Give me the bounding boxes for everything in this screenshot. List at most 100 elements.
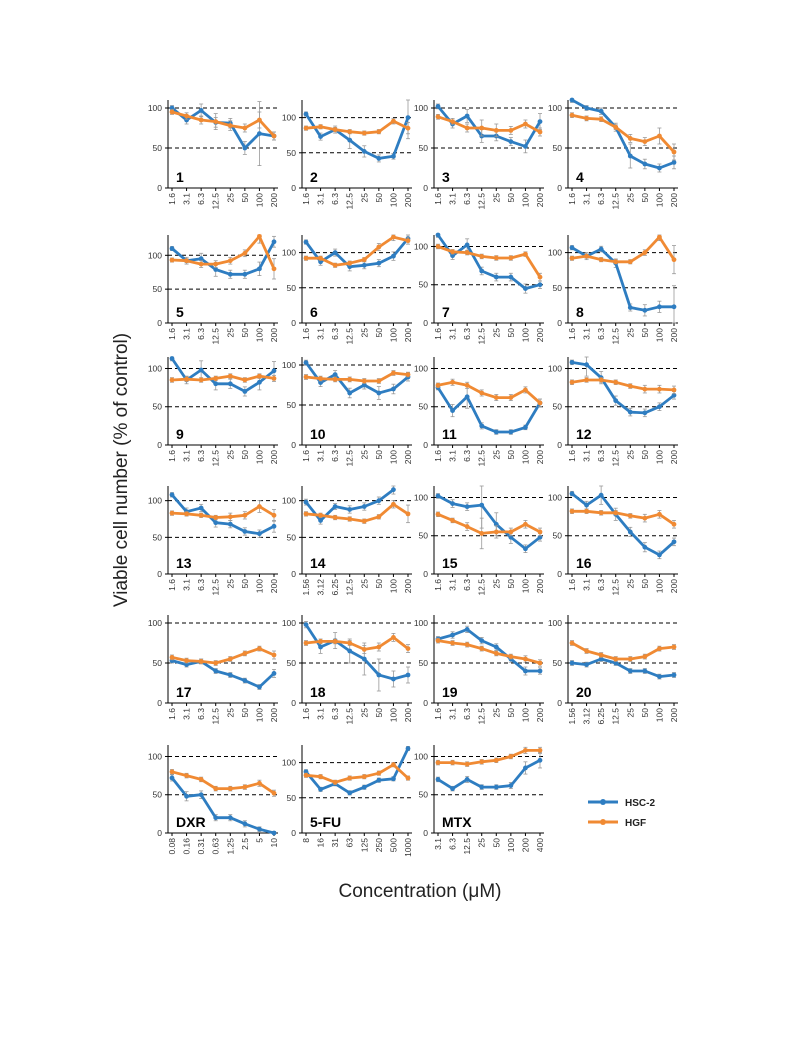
y-tick-label: 0 [557, 569, 562, 579]
data-point [493, 644, 499, 650]
data-point [479, 784, 485, 790]
data-point [271, 368, 277, 374]
y-tick-label: 100 [414, 103, 428, 113]
x-tick-label: 200 [403, 450, 413, 464]
series-line [305, 763, 409, 784]
y-tick-label: 0 [423, 318, 428, 328]
x-tick-label: 25 [359, 579, 369, 589]
x-tick-label: 3.1 [316, 193, 326, 205]
data-point [584, 662, 589, 667]
data-point [303, 511, 309, 517]
data-point [405, 646, 411, 651]
series-line [171, 234, 276, 270]
data-point [642, 139, 648, 145]
x-tick-label: 100 [520, 328, 530, 342]
y-tick-label: 50 [153, 532, 163, 542]
data-point [257, 684, 262, 690]
x-tick-label: 25 [359, 328, 369, 338]
x-tick-label: 12.5 [611, 450, 621, 467]
series-hgf [169, 769, 277, 797]
data-point [464, 382, 470, 388]
data-point [584, 508, 589, 514]
legend-label-hgf: HGF [625, 818, 646, 829]
data-point [169, 257, 175, 263]
data-point [508, 127, 514, 133]
data-point [569, 245, 575, 251]
data-point [391, 234, 396, 240]
y-tick-label: 50 [287, 400, 297, 410]
data-point [271, 239, 277, 245]
data-point [627, 656, 633, 662]
x-tick-label: 100 [388, 579, 398, 593]
data-point [435, 760, 441, 765]
data-point [435, 104, 441, 109]
x-tick-label: 200 [669, 579, 679, 593]
x-tick-label: 50 [374, 328, 384, 338]
panel-18: 0 50 100 1.6 3.1 6.3 12.5 25 50 100 200 18 [282, 615, 413, 725]
data-point [169, 109, 175, 115]
x-tick-label: 12.5 [345, 328, 355, 345]
series-hsc2 [569, 356, 677, 418]
data-point [376, 644, 382, 650]
y-tick-label: 100 [282, 496, 296, 506]
panel-mtx: 0 50 100 3.1 6.3 12.5 25 50 100 200 400 MTX [414, 745, 545, 855]
panel-label: 11 [442, 426, 457, 442]
data-point [227, 123, 233, 128]
x-tick-label: 6.3 [196, 708, 206, 720]
panel-label: 8 [576, 304, 584, 320]
data-point [169, 769, 175, 775]
series-hsc2 [303, 746, 411, 796]
y-tick-label: 100 [148, 363, 162, 373]
data-point [508, 274, 514, 280]
data-point [537, 274, 543, 280]
data-point [642, 654, 648, 659]
series-hsc2 [169, 235, 277, 279]
x-tick-label: 50 [374, 450, 384, 460]
x-tick-label: 12.5 [611, 708, 621, 725]
y-tick-label: 100 [282, 758, 296, 768]
y-tick-label: 0 [291, 569, 296, 579]
data-point [184, 258, 189, 264]
data-point [271, 671, 277, 676]
series-line [304, 623, 409, 681]
y-tick-label: 100 [548, 103, 562, 113]
y-tick-label: 0 [157, 318, 162, 328]
data-point [613, 379, 619, 385]
series-hsc2 [435, 485, 543, 553]
x-tick-label: 100 [520, 708, 530, 722]
data-point [523, 251, 528, 257]
series-line [437, 380, 541, 404]
data-point [464, 113, 470, 119]
x-tick-label: 3.1 [448, 579, 458, 591]
data-point [464, 642, 470, 647]
x-tick-label: 3.1 [182, 193, 192, 205]
y-tick-label: 100 [414, 241, 428, 251]
data-point [464, 627, 470, 632]
y-tick-label: 50 [419, 280, 429, 290]
data-point [361, 262, 367, 268]
x-tick-label: 25 [491, 708, 501, 718]
data-point [347, 260, 353, 266]
x-tick-label: 1.6 [567, 579, 577, 591]
data-point [198, 108, 204, 113]
data-point [435, 114, 441, 120]
data-point [184, 511, 189, 517]
x-tick-label: 0.16 [182, 838, 192, 855]
data-point [584, 253, 589, 259]
data-point [391, 776, 396, 782]
data-point [493, 757, 499, 763]
x-tick-label: 25 [625, 708, 635, 718]
data-point [537, 757, 543, 763]
panel-label: 13 [176, 555, 192, 571]
panel-20: 0 50 100 1.56 3.12 6.25 12.5 25 50 100 200 20 [548, 615, 679, 725]
data-point [332, 377, 338, 382]
data-point [213, 119, 219, 124]
data-point [464, 242, 470, 248]
data-point [184, 376, 189, 382]
x-tick-label: 100 [388, 193, 398, 207]
data-point [391, 762, 396, 768]
data-point [227, 786, 233, 792]
data-point [657, 404, 662, 410]
data-point [198, 505, 204, 511]
x-tick-label: 3.1 [316, 708, 326, 720]
